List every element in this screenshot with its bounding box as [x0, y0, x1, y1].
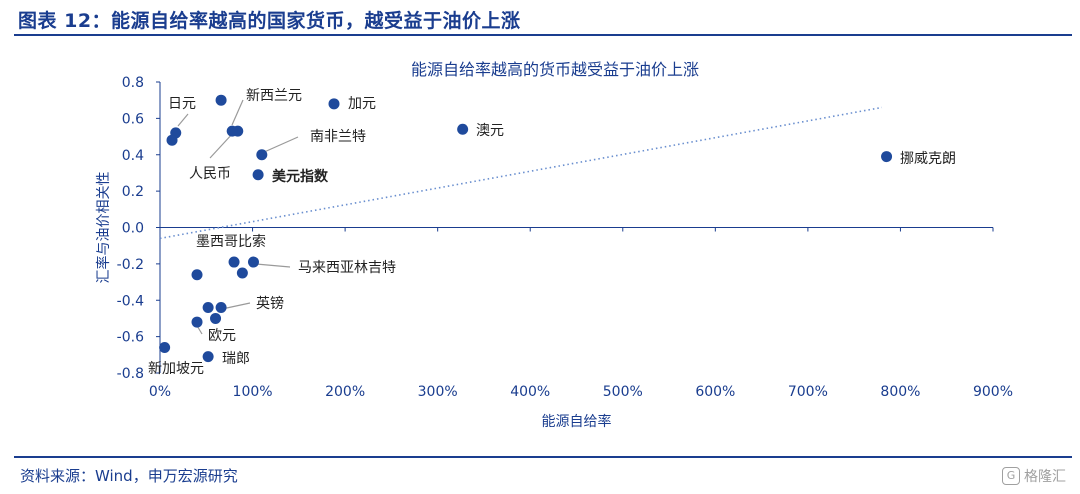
point-label: 美元指数 [272, 168, 329, 185]
data-point [202, 351, 214, 363]
leader-line [209, 131, 235, 159]
point-label: 欧元 [208, 328, 236, 344]
leader-line [261, 136, 299, 154]
point-label: 人民币 [189, 166, 231, 182]
report-header: 图表 12：能源自给率越高的国家货币，越受益于油价上涨 [0, 0, 1080, 44]
point-label: 挪威克朗 [900, 151, 956, 167]
point-label: 马来西亚林吉特 [298, 260, 396, 276]
point-label: 英镑 [256, 295, 284, 312]
source-note: 资料来源：Wind，申万宏源研究 [20, 467, 238, 485]
data-point [881, 151, 893, 163]
leader-line [177, 113, 189, 127]
y-tick-label: -0.4 [117, 293, 144, 309]
leader-line [221, 302, 251, 310]
y-tick-label: 0.8 [122, 75, 144, 91]
y-tick-label: -0.6 [117, 330, 144, 346]
point-label: 南非兰特 [310, 129, 366, 145]
data-point [328, 98, 340, 110]
x-tick-label: 800% [880, 384, 920, 400]
x-tick-label: 100% [233, 384, 273, 400]
x-tick-label: 600% [695, 384, 735, 400]
data-point [247, 256, 259, 268]
figure-title: 图表 12：能源自给率越高的国家货币，越受益于油价上涨 [18, 10, 521, 32]
chart-axes: 0.8 0.6 0.4 0.2 0.0 -0.2 -0.4 -0.6 -0.8 0% 100% 200… [117, 75, 1013, 400]
data-point [228, 256, 240, 268]
point-label: 加元 [348, 96, 376, 112]
x-tick-label: 400% [510, 384, 550, 400]
chart-title: 能源自给率越高的货币越受益于油价上涨 [411, 60, 699, 79]
data-point [215, 302, 227, 314]
data-point [191, 269, 203, 281]
point-label: 日元 [168, 96, 196, 112]
x-tick-label: 300% [418, 384, 458, 400]
point-label: 新加坡元 [148, 361, 204, 377]
x-tick-label: 200% [325, 384, 365, 400]
y-tick-label: 0.6 [122, 111, 144, 127]
point-label: 新西兰元 [246, 88, 302, 104]
data-point [215, 94, 227, 106]
header-divider [14, 34, 1072, 36]
leader-line [255, 263, 291, 268]
label-leader-lines [177, 99, 299, 335]
x-tick-label: 700% [788, 384, 828, 400]
data-point [457, 123, 469, 135]
data-point [202, 302, 214, 314]
y-tick-label: 0.2 [122, 184, 144, 200]
data-point [236, 267, 248, 279]
data-point [210, 312, 222, 324]
data-point [226, 125, 238, 137]
data-point [256, 149, 268, 161]
y-tick-label: -0.8 [117, 366, 144, 382]
data-point [159, 342, 171, 354]
point-label: 瑞郎 [222, 351, 250, 367]
x-tick-label: 0% [149, 384, 171, 400]
point-label: 墨西哥比索 [196, 233, 266, 250]
leader-line [231, 99, 244, 126]
data-point [191, 316, 203, 328]
data-points [159, 94, 893, 363]
trendline [159, 106, 883, 240]
watermark: G 格隆汇 [1002, 466, 1066, 486]
x-tick-label: 500% [603, 384, 643, 400]
x-tick-label: 900% [973, 384, 1013, 400]
watermark-logo-icon: G [1002, 467, 1020, 485]
y-tick-label: -0.2 [117, 257, 144, 273]
y-axis-label: 汇率与油价相关性 [95, 172, 112, 284]
y-tick-label: 0.0 [122, 221, 144, 237]
watermark-text: 格隆汇 [1024, 469, 1066, 485]
footer-divider [14, 456, 1072, 458]
data-point [166, 134, 178, 146]
trendline-path [159, 106, 883, 240]
y-tick-label: 0.4 [122, 148, 144, 164]
data-point [252, 169, 264, 181]
point-label: 澳元 [476, 123, 504, 139]
x-axis-label: 能源自给率 [542, 413, 612, 430]
